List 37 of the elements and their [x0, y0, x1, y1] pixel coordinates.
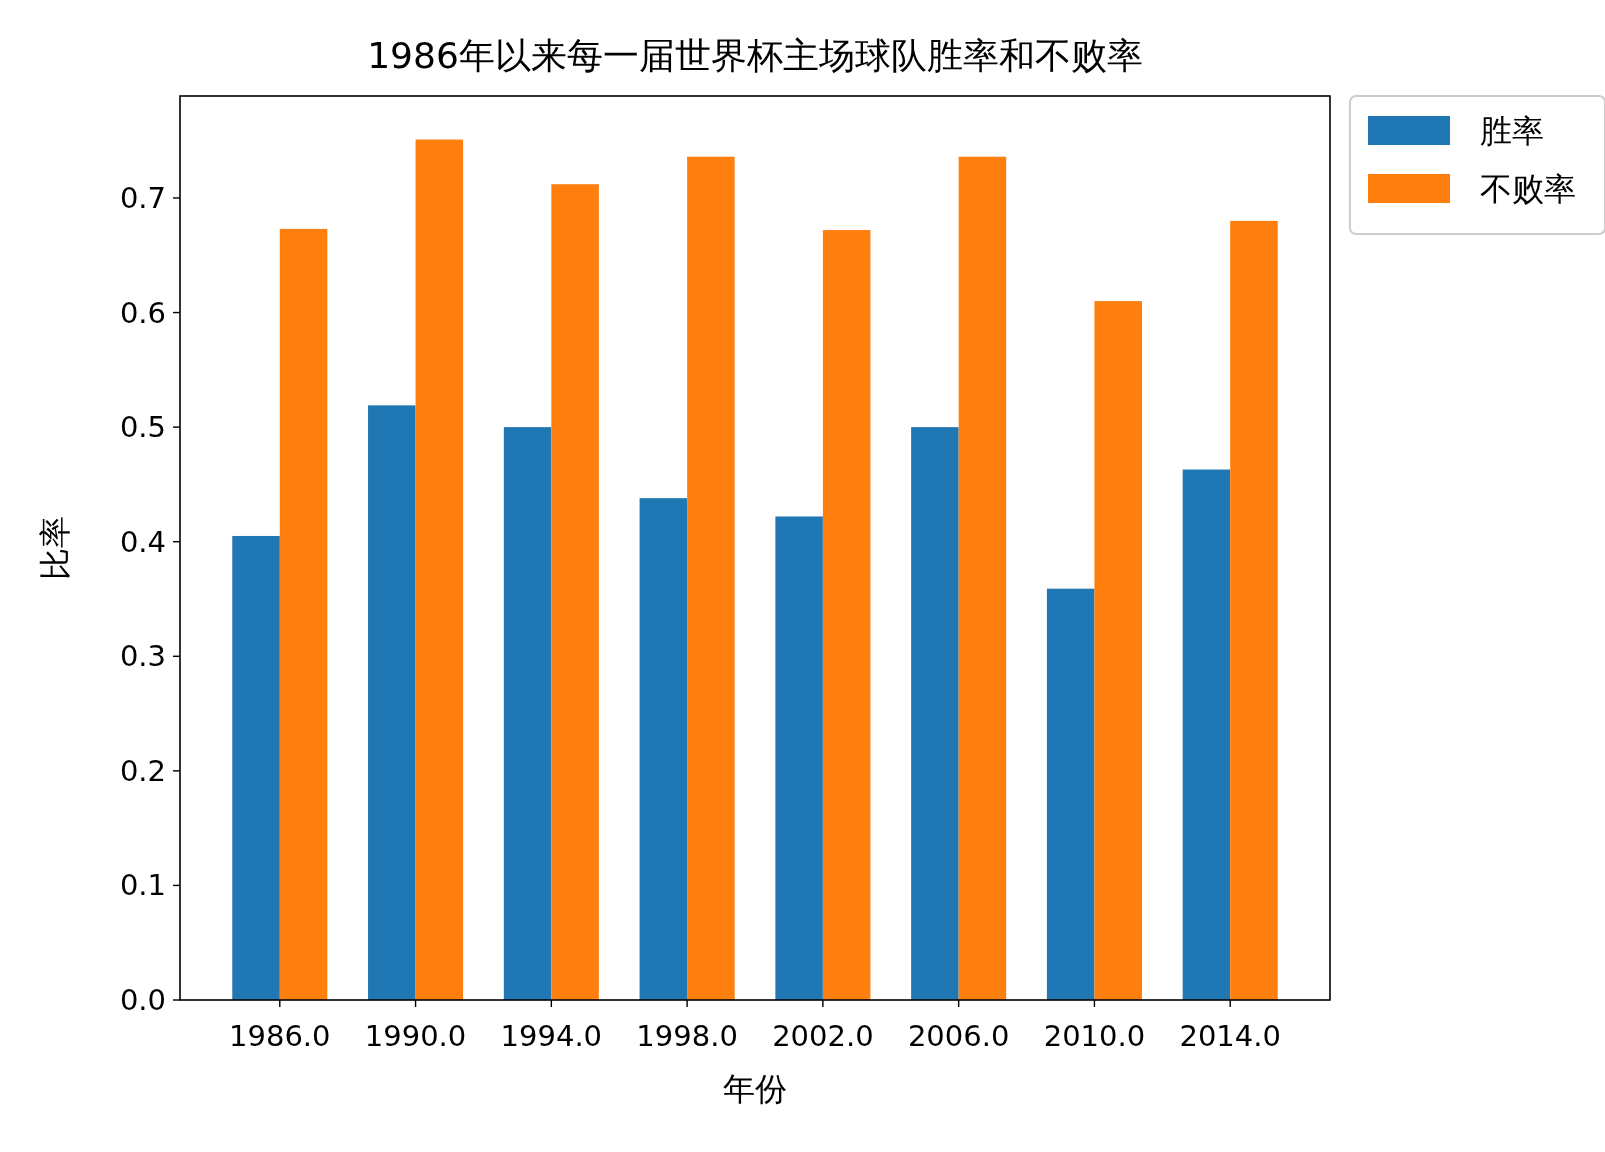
y-tick-label: 0.2 — [119, 753, 166, 788]
legend-label: 胜率 — [1480, 112, 1544, 150]
bar — [1182, 469, 1231, 1000]
y-tick-label: 0.0 — [119, 983, 166, 1017]
y-tick-label: 0.5 — [119, 410, 166, 445]
bar — [1094, 301, 1142, 1000]
bar — [911, 427, 959, 1000]
x-tick-label: 1990.0 — [364, 1019, 467, 1053]
legend-label: 不败率 — [1480, 170, 1576, 208]
x-axis-title: 年份 — [723, 1070, 787, 1108]
bar — [1230, 220, 1278, 1000]
bar — [639, 498, 688, 1000]
x-tick-label: 1998.0 — [636, 1019, 738, 1053]
bar — [822, 230, 871, 1000]
chart-title: 1986年以来每一届世界杯主场球队胜率和不败率 — [367, 35, 1143, 76]
x-tick-label: 2014.0 — [1179, 1019, 1281, 1053]
x-tick-label: 1986.0 — [229, 1019, 331, 1053]
bar — [958, 156, 1007, 1000]
bar — [775, 516, 823, 1000]
bar — [551, 184, 599, 1000]
x-tick-label: 2010.0 — [1043, 1019, 1146, 1053]
bar — [1046, 588, 1095, 1000]
y-tick-label: 0.4 — [119, 524, 166, 559]
bar — [687, 156, 735, 1000]
y-tick-label: 0.7 — [119, 180, 166, 215]
y-tick-label: 0.1 — [119, 868, 166, 903]
bar — [232, 535, 280, 1000]
y-axis-title: 比率 — [36, 516, 74, 580]
bar — [279, 228, 328, 1000]
bar — [415, 139, 464, 1000]
x-tick-label: 2006.0 — [907, 1019, 1010, 1053]
x-tick-label: 2002.0 — [772, 1019, 874, 1053]
bar — [368, 405, 416, 1000]
y-tick-label: 0.6 — [119, 295, 166, 330]
bar — [503, 427, 552, 1000]
y-tick-label: 0.3 — [119, 639, 166, 674]
x-tick-label: 1994.0 — [500, 1019, 603, 1053]
